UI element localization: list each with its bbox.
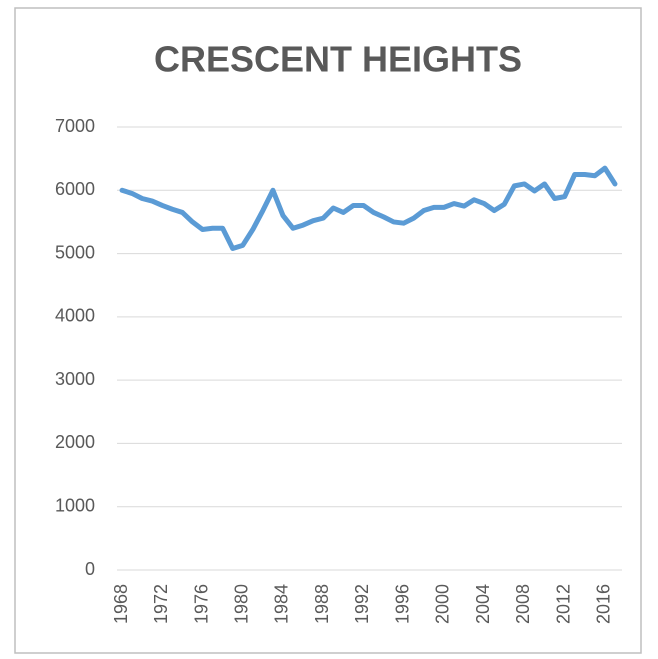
x-tick-label: 1976 [191, 584, 211, 624]
data-line [119, 165, 618, 252]
chart-title: CRESCENT HEIGHTS [154, 39, 522, 80]
chart-border [14, 7, 642, 654]
x-tick-label: 1980 [232, 584, 252, 624]
x-tick-label: 1972 [151, 584, 171, 624]
y-tick-label: 7000 [55, 116, 95, 136]
y-tick-label: 1000 [55, 495, 95, 515]
y-tick-label: 4000 [55, 306, 95, 326]
x-tick-label: 2016 [594, 584, 614, 624]
y-tick-label: 5000 [55, 242, 95, 262]
x-tick-label: 1984 [272, 584, 292, 624]
y-tick-label: 6000 [55, 179, 95, 199]
y-tick-label: 0 [85, 559, 95, 579]
x-tick-label: 2008 [513, 584, 533, 624]
x-tick-label: 1988 [312, 584, 332, 624]
x-tick-label: 2012 [553, 584, 573, 624]
y-tick-label: 2000 [55, 432, 95, 452]
x-tick-label: 2000 [433, 584, 453, 624]
x-tick-label: 1968 [111, 584, 131, 624]
x-tick-label: 1992 [352, 584, 372, 624]
x-tick-label: 1996 [392, 584, 412, 624]
y-tick-label: 3000 [55, 369, 95, 389]
x-tick-label: 2004 [473, 584, 493, 624]
